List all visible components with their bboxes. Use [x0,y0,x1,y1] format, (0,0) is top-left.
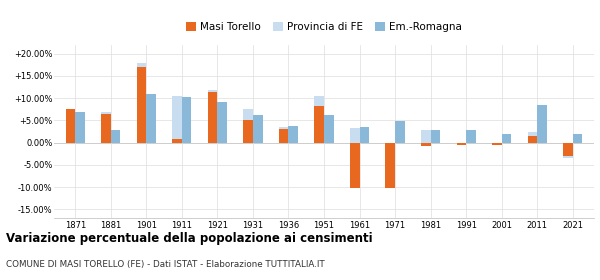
Bar [208,90,217,143]
Bar [111,130,121,143]
Bar [527,132,537,143]
Bar [66,109,76,143]
Bar [101,113,111,143]
Bar [350,128,359,143]
Bar [492,143,502,145]
Bar [385,143,395,188]
Bar [137,67,146,143]
Bar [431,130,440,143]
Text: COMUNE DI MASI TORELLO (FE) - Dati ISTAT - Elaborazione TUTTITALIA.IT: COMUNE DI MASI TORELLO (FE) - Dati ISTAT… [6,260,325,269]
Bar [76,111,85,143]
Bar [466,130,476,143]
Bar [502,134,511,143]
Bar [137,63,146,143]
Text: Variazione percentuale della popolazione ai censimenti: Variazione percentuale della popolazione… [6,232,373,245]
Bar [324,115,334,143]
Bar [421,143,431,146]
Bar [527,136,537,143]
Bar [457,143,466,145]
Bar [244,109,253,143]
Bar [572,134,582,143]
Bar [289,126,298,143]
Bar [314,106,324,143]
Bar [208,92,217,143]
Bar [457,143,466,145]
Bar [350,143,359,188]
Bar [172,139,182,143]
Bar [563,143,572,156]
Bar [314,96,324,143]
Bar [395,121,404,143]
Bar [385,143,395,146]
Bar [244,120,253,143]
Bar [537,105,547,143]
Bar [279,127,289,143]
Bar [172,96,182,143]
Bar [279,129,289,143]
Bar [492,143,502,145]
Bar [66,111,76,143]
Bar [146,94,156,143]
Bar [421,130,431,143]
Bar [563,143,572,158]
Legend: Masi Torello, Provincia di FE, Em.-Romagna: Masi Torello, Provincia di FE, Em.-Romag… [182,18,466,36]
Bar [182,97,191,143]
Bar [359,127,369,143]
Bar [217,102,227,143]
Bar [101,114,111,143]
Bar [253,115,263,143]
